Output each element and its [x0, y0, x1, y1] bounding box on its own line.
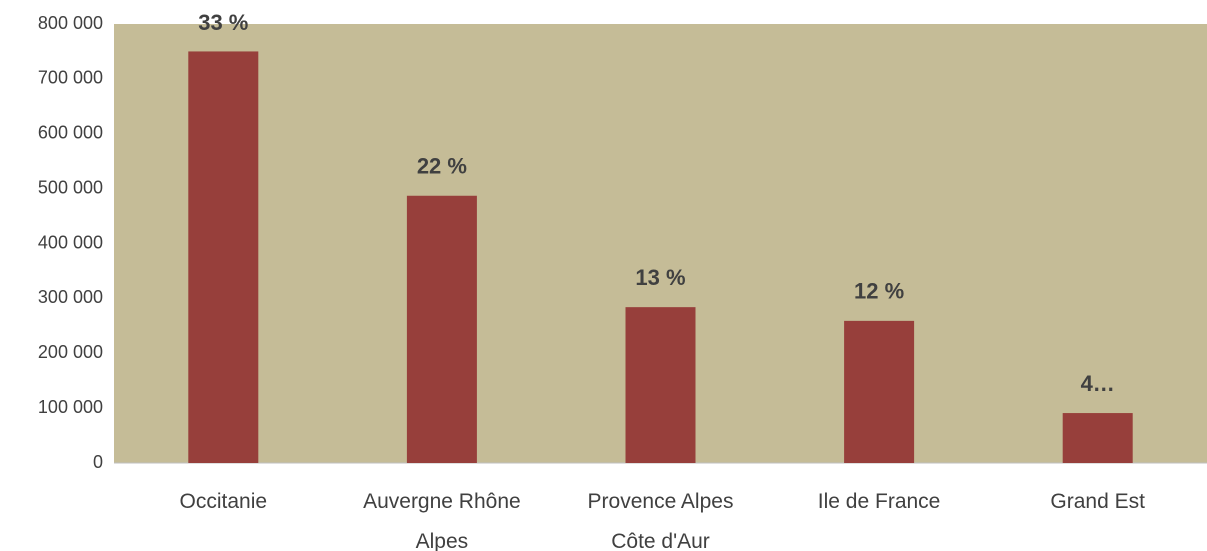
x-tick-label: Ile de France [818, 490, 941, 513]
bar [1062, 413, 1133, 463]
y-tick-label: 700 000 [38, 68, 103, 88]
y-tick-label: 0 [93, 452, 103, 472]
x-tick-label: Grand Est [1050, 490, 1145, 513]
y-tick-label: 100 000 [38, 397, 103, 417]
bar [406, 195, 477, 464]
x-tick-label: Auvergne Rhône Alpes [363, 490, 521, 551]
data-label: 33 % [198, 10, 248, 35]
bar [188, 51, 259, 463]
x-tick-label: Provence Alpes Côte d'Aur [588, 490, 734, 551]
y-tick-label: 600 000 [38, 123, 103, 143]
data-label: 4… [1081, 371, 1115, 396]
data-label: 12 % [854, 279, 904, 304]
bar [844, 320, 915, 463]
x-tick-label: Occitanie [180, 490, 268, 513]
y-tick-label: 800 000 [38, 13, 103, 33]
data-label: 13 % [635, 265, 685, 290]
y-tick-label: 400 000 [38, 232, 103, 252]
y-tick-label: 300 000 [38, 287, 103, 307]
bar [625, 307, 696, 463]
y-tick-label: 200 000 [38, 342, 103, 362]
y-tick-label: 500 000 [38, 177, 103, 197]
data-label: 22 % [417, 154, 467, 179]
